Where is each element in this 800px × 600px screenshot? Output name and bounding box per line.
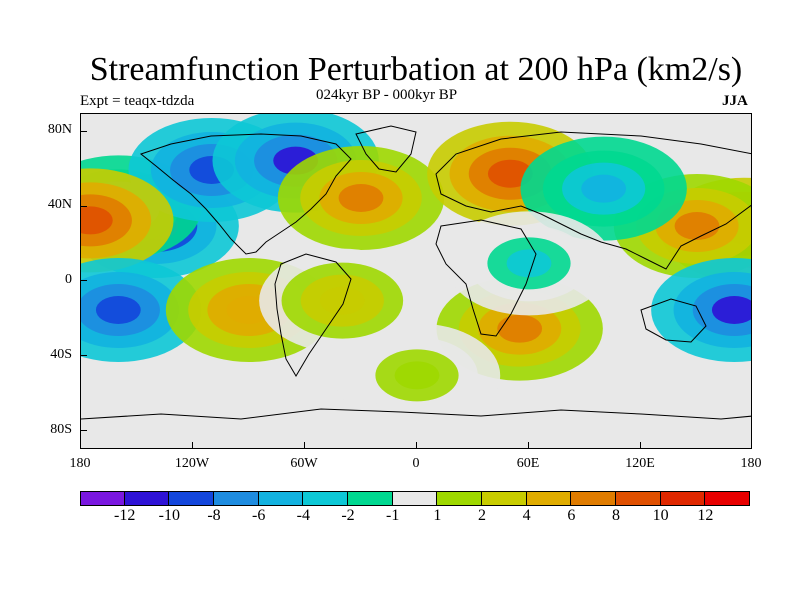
- coastline-eurasia: [435, 131, 751, 270]
- x-tick-180w: [80, 442, 81, 448]
- anomaly-contour: [506, 249, 552, 278]
- x-tick-120e: [640, 442, 641, 448]
- x-label-180w: 180: [69, 456, 91, 471]
- map-svg: [81, 114, 751, 448]
- colorbar-label: 4: [522, 507, 531, 524]
- anomaly-center-4: [277, 146, 445, 250]
- y-label-40s: 40S: [50, 347, 72, 362]
- colorbar-label: 2: [478, 507, 486, 524]
- chart-title: Streamfunction Perturbation at 200 hPa (…: [89, 51, 743, 88]
- colorbar-cell: [258, 491, 304, 506]
- colorbar-cell: [124, 491, 170, 506]
- colorbar-label: -12: [113, 507, 136, 524]
- coastline-layer: [81, 125, 751, 420]
- colorbar-cell: [392, 491, 438, 506]
- anomaly-contour: [95, 296, 141, 324]
- season-label: JJA: [722, 93, 748, 109]
- anomaly-center-14: [333, 323, 501, 428]
- colorbar: [80, 491, 750, 506]
- colorbar-cell: [660, 491, 706, 506]
- colorbar-label: -6: [251, 507, 266, 524]
- colorbar-cell: [80, 491, 125, 506]
- colorbar-label: 6: [567, 507, 576, 524]
- anomaly-contour: [394, 361, 440, 390]
- map-plot-area: [80, 113, 752, 449]
- x-tick-60w: [304, 442, 305, 448]
- coastline-africa: [435, 219, 537, 337]
- y-tick-40n: [81, 206, 87, 207]
- colorbar-label: -1: [385, 507, 400, 524]
- colorbar-cell: [705, 491, 750, 506]
- chart-subtitle: 024kyr BP - 000kyr BP: [316, 87, 458, 103]
- x-label-60e: 60E: [516, 456, 540, 471]
- x-tick-60e: [528, 442, 529, 448]
- x-label-180e: 180: [740, 456, 762, 471]
- colorbar-cell: [169, 491, 214, 506]
- coastline-south-america: [274, 253, 352, 377]
- coastline-australia: [640, 298, 707, 343]
- colorbar-label: 12: [697, 507, 714, 524]
- colorbar-label: -8: [207, 507, 221, 524]
- x-label-0: 0: [412, 456, 420, 471]
- colorbar-cell: [214, 491, 259, 506]
- y-tick-80n: [81, 131, 87, 132]
- anomaly-contour: [319, 286, 365, 315]
- anomaly-center-5: [81, 168, 174, 273]
- y-label-0: 0: [65, 272, 72, 287]
- anomaly-contour: [581, 174, 627, 203]
- y-label-40n: 40N: [47, 197, 72, 212]
- anomaly-center-10: [81, 258, 202, 362]
- colorbar-label: 10: [652, 507, 669, 524]
- anomaly-contour: [711, 296, 751, 324]
- y-label-80s: 80S: [50, 422, 72, 437]
- anomaly-center-11: [651, 258, 751, 362]
- experiment-label: Expt = teaqx-tdzda: [80, 93, 195, 109]
- x-tick-0: [416, 442, 417, 448]
- colorbar-label: 8: [612, 507, 620, 524]
- anomaly-contour: [81, 206, 113, 235]
- colorbar-label: -4: [296, 507, 310, 524]
- anomaly-center-16: [445, 211, 613, 316]
- coastline-north-america: [139, 133, 352, 255]
- y-tick-0: [81, 280, 87, 281]
- colorbar-label: 1: [433, 507, 442, 524]
- colorbar-cell: [616, 491, 661, 506]
- anomaly-contour: [674, 212, 720, 240]
- y-tick-80s: [81, 430, 87, 431]
- colorbar-cell: [482, 491, 527, 506]
- colorbar-cell: [571, 491, 616, 506]
- x-label-120e: 120E: [625, 456, 655, 471]
- anomaly-center-15: [259, 248, 426, 353]
- colorbar-cell: [303, 491, 348, 506]
- coastline-greenland: [355, 125, 417, 173]
- colorbar-label: -2: [341, 507, 355, 524]
- colorbar-label: -10: [158, 507, 180, 524]
- colorbar-cell: [348, 491, 393, 506]
- coastline-antarctica: [81, 408, 751, 420]
- y-label-80n: 80N: [47, 122, 72, 137]
- x-tick-120w: [192, 442, 193, 448]
- x-label-120w: 120W: [174, 456, 210, 471]
- anomaly-contour: [338, 184, 384, 212]
- y-tick-40s: [81, 355, 87, 356]
- x-label-60w: 60W: [290, 456, 318, 471]
- colorbar-cell: [526, 491, 572, 506]
- anomaly-layer: [81, 114, 751, 428]
- anomaly-center-9: [520, 136, 687, 241]
- colorbar-cell: [437, 491, 482, 506]
- anomaly-contour: [497, 314, 543, 343]
- x-tick-180e: [751, 442, 752, 448]
